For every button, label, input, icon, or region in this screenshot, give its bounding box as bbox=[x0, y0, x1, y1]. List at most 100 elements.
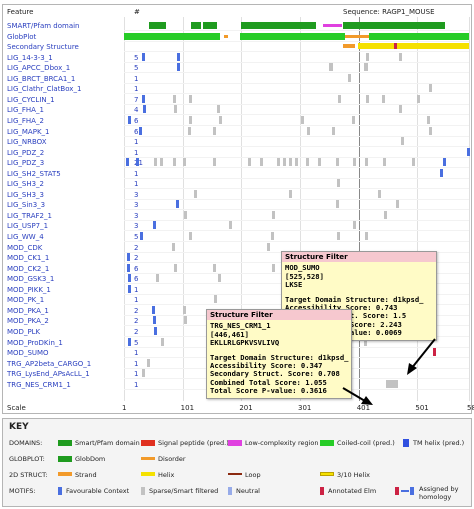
motif-mark[interactable] bbox=[294, 158, 298, 167]
motif-mark[interactable] bbox=[306, 158, 310, 167]
motif-mark[interactable] bbox=[142, 105, 146, 114]
motif-mark[interactable] bbox=[271, 232, 275, 240]
feature-label[interactable]: LIG_MAPK_1 bbox=[7, 127, 50, 136]
motif-mark[interactable] bbox=[212, 126, 216, 135]
motif-mark[interactable] bbox=[138, 126, 142, 135]
feature-label[interactable]: MOD_GSK3_1 bbox=[7, 275, 55, 284]
feature-label[interactable]: LIG_NRBOX bbox=[7, 138, 47, 147]
feature-label[interactable]: LIG_Clathr_ClatBox_1 bbox=[7, 85, 82, 94]
motif-mark[interactable] bbox=[378, 189, 382, 198]
motif-mark[interactable] bbox=[365, 232, 369, 240]
motif-mark[interactable] bbox=[365, 63, 369, 72]
motif-mark[interactable] bbox=[128, 115, 132, 124]
motif-mark[interactable] bbox=[336, 232, 340, 240]
feature-label[interactable]: LIG_PDZ_3 bbox=[7, 159, 45, 168]
motif-mark[interactable] bbox=[353, 221, 357, 230]
motif-mark[interactable] bbox=[353, 158, 357, 167]
motif-mark[interactable] bbox=[366, 52, 370, 61]
motif-mark[interactable] bbox=[152, 316, 156, 325]
feature-label[interactable]: LIG_SH3_2 bbox=[7, 180, 45, 189]
motif-mark[interactable] bbox=[127, 274, 131, 283]
motif-mark[interactable] bbox=[301, 115, 305, 124]
motif-mark[interactable] bbox=[173, 263, 177, 272]
motif-mark[interactable] bbox=[184, 316, 188, 325]
motif-mark[interactable] bbox=[337, 94, 341, 103]
feature-span[interactable] bbox=[202, 22, 218, 29]
motif-mark[interactable] bbox=[382, 158, 386, 167]
motif-mark[interactable] bbox=[152, 221, 156, 230]
feature-label[interactable]: LIG_SH2_STAT5 bbox=[7, 169, 61, 178]
motif-mark[interactable] bbox=[173, 105, 177, 114]
motif-mark[interactable] bbox=[399, 105, 403, 114]
motif-mark[interactable] bbox=[331, 126, 335, 135]
motif-mark[interactable] bbox=[187, 126, 191, 135]
motif-mark[interactable] bbox=[183, 305, 187, 314]
feature-span[interactable] bbox=[343, 44, 355, 49]
feature-span[interactable] bbox=[344, 34, 369, 38]
motif-mark[interactable] bbox=[412, 158, 416, 167]
motif-mark[interactable] bbox=[400, 137, 404, 146]
feature-label[interactable]: MOD_CK2_1 bbox=[7, 264, 50, 273]
motif-mark[interactable] bbox=[426, 115, 430, 124]
motif-mark[interactable] bbox=[219, 115, 223, 124]
motif-mark[interactable] bbox=[212, 263, 216, 272]
motif-mark[interactable] bbox=[151, 305, 155, 314]
motif-mark[interactable] bbox=[363, 337, 367, 346]
feature-label[interactable]: TRG_LysEnd_APsAcLL_1 bbox=[7, 370, 90, 379]
motif-mark[interactable] bbox=[382, 94, 386, 103]
feature-label[interactable]: LIG_PDZ_2 bbox=[7, 148, 45, 157]
feature-label[interactable]: LIG_FHA_2 bbox=[7, 116, 44, 125]
feature-label[interactable]: MOD_PKA_1 bbox=[7, 306, 49, 315]
motif-mark[interactable] bbox=[142, 94, 146, 103]
feature-label[interactable]: LIG_FHA_1 bbox=[7, 106, 44, 115]
motif-mark[interactable] bbox=[443, 158, 447, 167]
motif-mark[interactable] bbox=[126, 263, 130, 272]
motif-mark[interactable] bbox=[288, 158, 292, 167]
feature-label[interactable]: TRG_NES_CRM1_1 bbox=[7, 380, 71, 389]
motif-mark[interactable] bbox=[176, 200, 180, 209]
motif-mark[interactable] bbox=[126, 158, 130, 167]
motif-mark[interactable] bbox=[277, 158, 281, 167]
feature-label[interactable]: LIG_BRCT_BRCA1_1 bbox=[7, 74, 76, 83]
feature-span[interactable] bbox=[394, 43, 397, 50]
motif-mark[interactable] bbox=[156, 274, 160, 283]
feature-span[interactable] bbox=[124, 32, 220, 40]
motif-mark[interactable] bbox=[176, 52, 180, 61]
feature-label[interactable]: MOD_PK_1 bbox=[7, 296, 45, 305]
feature-label[interactable]: MOD_CDK bbox=[7, 243, 43, 252]
motif-mark[interactable] bbox=[177, 63, 181, 72]
motif-mark[interactable] bbox=[171, 242, 175, 251]
feature-label[interactable]: MOD_CK1_1 bbox=[7, 254, 50, 263]
feature-label[interactable]: LIG_APCC_Dbox_1 bbox=[7, 64, 71, 73]
motif-mark[interactable] bbox=[466, 147, 470, 156]
motif-mark[interactable] bbox=[428, 84, 432, 93]
motif-mark[interactable] bbox=[212, 158, 216, 167]
motif-mark[interactable] bbox=[335, 158, 339, 167]
motif-mark[interactable] bbox=[259, 158, 263, 167]
motif-mark[interactable] bbox=[247, 158, 251, 167]
feature-label[interactable]: LIG_TRAF2_1 bbox=[7, 211, 52, 220]
feature-label[interactable]: MOD_PLK bbox=[7, 327, 41, 336]
feature-span[interactable] bbox=[240, 22, 316, 29]
motif-mark[interactable] bbox=[335, 200, 339, 209]
motif-mark[interactable] bbox=[416, 94, 420, 103]
feature-label[interactable]: LIG_14-3-3_1 bbox=[7, 53, 53, 62]
motif-mark[interactable] bbox=[365, 94, 369, 103]
feature-label[interactable]: LIG_WW_4 bbox=[7, 233, 44, 241]
motif-mark[interactable] bbox=[429, 126, 433, 135]
motif-mark[interactable] bbox=[146, 358, 150, 367]
motif-mark[interactable] bbox=[193, 189, 197, 198]
motif-mark[interactable] bbox=[432, 348, 436, 357]
motif-mark[interactable] bbox=[383, 210, 387, 219]
motif-mark[interactable] bbox=[307, 126, 311, 135]
motif-mark[interactable] bbox=[153, 326, 157, 335]
motif-mark[interactable] bbox=[172, 158, 176, 167]
motif-mark[interactable] bbox=[272, 263, 276, 272]
feature-span[interactable] bbox=[358, 43, 469, 50]
feature-label[interactable]: LIG_CYCLIN_1 bbox=[7, 95, 55, 104]
motif-mark[interactable] bbox=[159, 158, 163, 167]
feature-span[interactable] bbox=[322, 24, 342, 27]
feature-label[interactable]: SMART/Pfam domain bbox=[7, 22, 80, 30]
motif-mark[interactable] bbox=[184, 210, 188, 219]
feature-span[interactable] bbox=[240, 32, 345, 40]
